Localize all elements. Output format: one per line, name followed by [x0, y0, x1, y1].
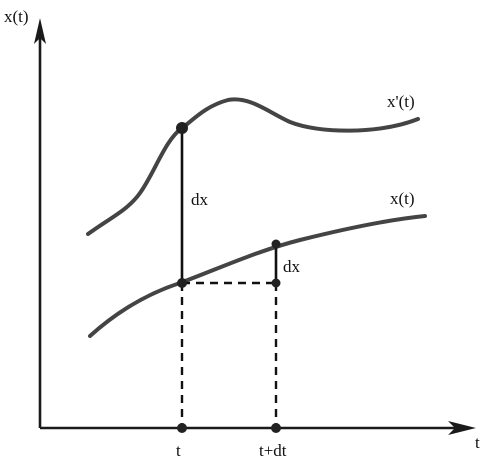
curve-x-label: x(t) [390, 189, 415, 208]
point-x-at-t-dt [271, 239, 281, 249]
point-x-prime-at-t [176, 122, 188, 134]
curve-x [88, 214, 427, 338]
dashed-guides [180, 281, 278, 428]
curve-x-prime-label: x'(t) [387, 92, 415, 111]
axes [34, 18, 476, 435]
x-axis-arrowhead [448, 421, 476, 435]
point-axis-t-dt [271, 423, 281, 433]
y-axis-label: x(t) [4, 7, 29, 26]
point-corner-t-dt [271, 278, 281, 288]
y-axis-arrowhead [34, 18, 46, 44]
tick-label-t-dt: t+dt [259, 441, 287, 460]
curve-x-prime [86, 97, 420, 236]
dx-label-small: dx [283, 257, 301, 276]
x-axis-label: t [475, 433, 480, 452]
point-axis-t [177, 423, 187, 433]
dx-label-large: dx [191, 190, 209, 209]
points [176, 122, 281, 433]
point-x-at-t [177, 278, 187, 288]
tick-label-t: t [176, 441, 181, 460]
